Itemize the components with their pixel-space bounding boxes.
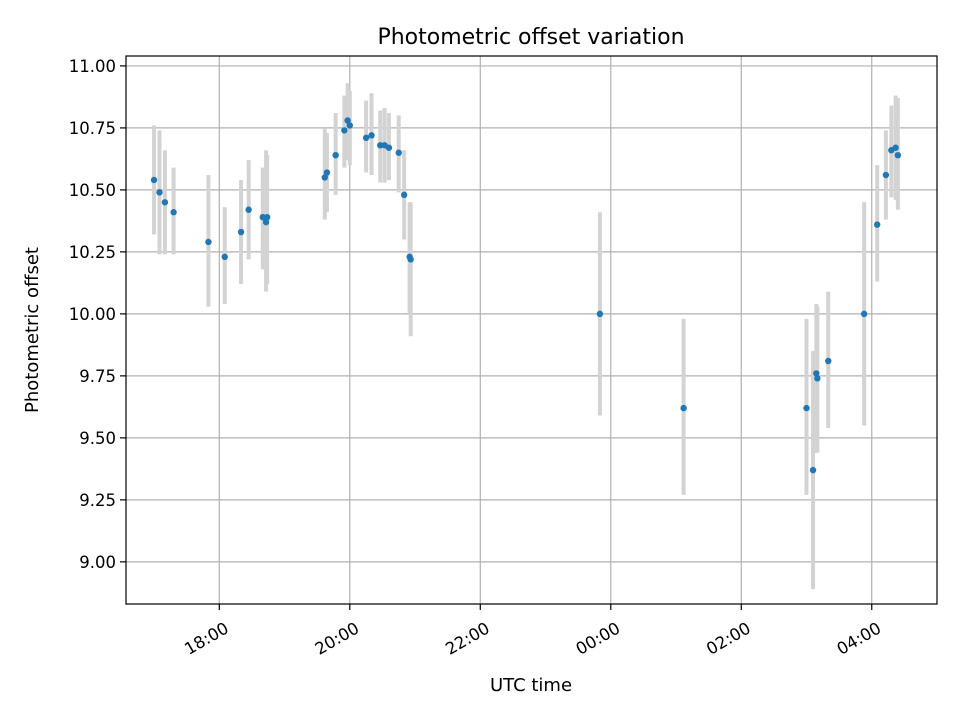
x-tick-label: 04:00 (834, 618, 885, 658)
y-tick-label: 10.00 (69, 305, 116, 324)
plot-frame (125, 55, 938, 605)
data-point (385, 144, 393, 151)
data-points (150, 117, 902, 474)
x-tick-label: 20:00 (312, 618, 363, 658)
data-point (860, 310, 868, 318)
data-point (368, 132, 375, 139)
data-point (894, 151, 902, 159)
data-point (321, 174, 328, 181)
x-tick-label: 02:00 (703, 618, 754, 658)
data-point (245, 206, 252, 213)
y-tick-label: 9.50 (79, 429, 116, 448)
data-point (263, 213, 271, 221)
data-point (170, 209, 177, 216)
data-point (150, 176, 158, 184)
data-point (892, 144, 899, 151)
data-point (205, 238, 212, 246)
chart-title: Photometric offset variation (377, 25, 684, 50)
x-tick-label: 22:00 (442, 618, 493, 658)
y-axis-ticks: 9.00 9.25 9.50 9.75 10.00 10.25 10.50 10.75 11.0… (69, 57, 126, 572)
data-point (803, 404, 810, 412)
data-point (400, 191, 408, 199)
data-point (341, 127, 348, 134)
y-tick-label: 9.00 (79, 553, 116, 572)
y-tick-label: 9.75 (79, 367, 116, 386)
data-point (346, 122, 353, 129)
y-axis-label: Photometric offset (22, 247, 43, 413)
data-point (323, 169, 331, 176)
y-tick-label: 10.25 (69, 243, 116, 262)
data-point (825, 357, 832, 365)
data-point (237, 228, 245, 236)
data-point (362, 134, 370, 142)
data-point (809, 466, 817, 474)
x-tick-label: 18:00 (181, 618, 232, 658)
data-point (596, 310, 604, 318)
y-tick-label: 9.25 (79, 491, 116, 510)
error-bars (152, 83, 900, 590)
data-point (344, 117, 351, 124)
data-point (680, 404, 687, 412)
data-point (882, 171, 890, 179)
y-tick-label: 11.00 (69, 57, 116, 76)
x-axis-ticks: 18:00 20:00 22:00 00:00 02:00 04:00 (181, 604, 884, 659)
data-point (161, 199, 169, 206)
y-tick-label: 10.50 (69, 181, 116, 200)
data-point (262, 218, 270, 226)
data-point (814, 375, 821, 382)
x-tick-label: 00:00 (573, 618, 624, 658)
data-point (395, 149, 402, 156)
data-point (156, 189, 163, 196)
y-tick-label: 10.75 (69, 119, 116, 138)
data-point (407, 256, 414, 263)
x-axis-label: UTC time (490, 675, 572, 696)
data-point (873, 221, 881, 228)
data-point (813, 370, 820, 377)
data-point (221, 253, 228, 261)
data-point (332, 151, 339, 159)
